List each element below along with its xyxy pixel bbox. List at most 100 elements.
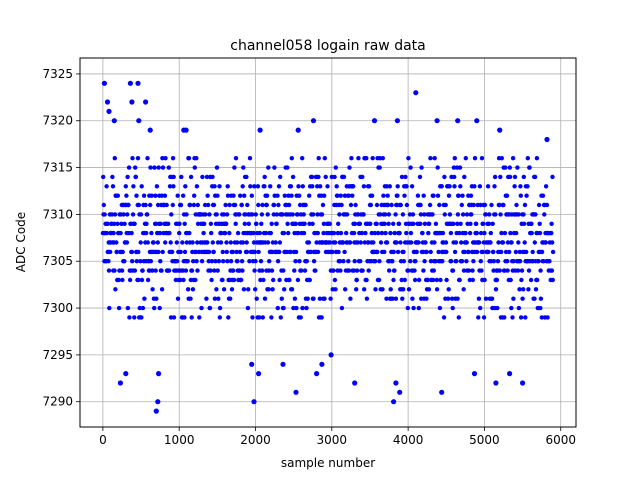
data-point [208,221,214,226]
data-point [342,249,347,255]
data-point [220,249,225,255]
data-point [318,184,323,189]
data-point [242,193,247,198]
data-point [492,174,498,180]
data-point [439,389,445,395]
data-point [488,240,493,245]
data-point [216,259,222,264]
data-point [204,174,210,180]
data-point [416,240,421,245]
data-point [222,230,228,236]
data-point [378,212,383,217]
data-point [171,184,176,189]
data-point [290,212,295,217]
data-point [157,230,163,236]
data-point [210,240,215,245]
data-point [256,249,261,255]
data-point [477,240,482,245]
data-point [228,296,233,301]
data-point [373,259,378,264]
data-point [139,184,144,189]
data-point [491,259,497,264]
data-point [538,268,543,273]
data-point [148,202,153,208]
data-point [524,193,529,198]
data-point [116,305,122,311]
data-point [379,230,385,236]
data-point [383,212,388,217]
data-point [114,240,119,245]
data-point [106,108,112,114]
data-point [125,174,130,180]
data-point [155,202,161,208]
data-point [424,249,429,255]
data-point [507,174,513,180]
data-point [382,221,387,226]
data-point [516,240,521,245]
data-point [386,212,392,217]
y-tick-label: 7295 [42,348,73,362]
data-point [474,230,479,236]
data-point [269,221,274,226]
data-point [336,221,341,226]
data-point [466,249,471,255]
data-point [294,305,299,311]
data-point [206,249,212,255]
data-point [228,240,233,245]
data-point [411,305,416,311]
data-point [110,174,115,180]
data-point [152,165,157,170]
data-point [512,184,517,189]
data-point [185,259,190,264]
data-point [224,221,229,226]
data-point [239,202,244,208]
data-point [519,268,525,273]
axis-ticks: 0 1000 2000 3000 4000 5000 6000 7290 7295 7300 730… [42,67,576,447]
data-point [289,156,294,161]
data-point [214,287,219,292]
data-point [339,202,344,208]
data-point [171,315,177,320]
data-point [445,296,451,301]
data-point [112,212,118,217]
data-point [450,305,455,311]
data-point [414,249,419,255]
data-point [507,165,512,170]
data-point [208,268,213,273]
data-point [525,156,530,161]
data-point [126,202,131,208]
data-point [116,277,122,283]
data-point [351,268,356,273]
data-point [508,277,513,283]
data-point [259,221,264,226]
data-point [521,174,526,180]
data-point [319,212,325,217]
data-point [364,156,369,161]
data-point [352,380,358,386]
data-point [351,230,357,236]
data-point [262,174,267,180]
data-point [544,136,550,143]
data-point [245,202,250,208]
data-point [276,184,282,189]
data-point [447,184,452,189]
data-point [512,174,518,180]
data-point [333,165,338,170]
data-point [215,193,220,198]
data-point [446,287,451,292]
data-point [420,230,425,236]
data-point [197,315,202,320]
data-point [302,268,308,273]
data-point [521,287,526,292]
data-point [212,268,217,273]
data-point [444,277,449,283]
data-point [532,296,537,301]
data-point [462,249,467,255]
data-point [504,193,510,198]
chart-title: channel058 logain raw data [230,38,425,54]
data-point [468,221,473,226]
data-point [401,249,406,255]
data-point [270,287,275,292]
data-point [273,240,278,245]
data-point [286,230,291,236]
